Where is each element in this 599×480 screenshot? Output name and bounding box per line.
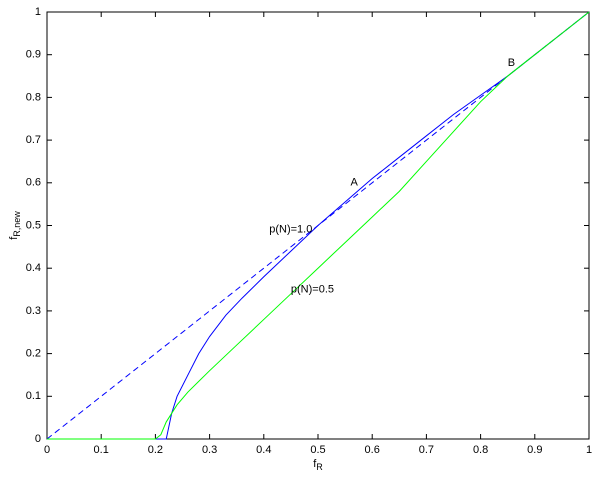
x-tick-label: 0.6: [365, 444, 380, 456]
x-tick-label: 0.4: [256, 444, 271, 456]
series-line: [47, 11, 590, 440]
x-tick-label: 1: [586, 444, 592, 456]
annotation: B: [508, 57, 515, 69]
y-tick-label: 0.6: [26, 177, 41, 189]
annotation: p(N)=1.0: [269, 224, 312, 236]
y-tick-label: 0.3: [26, 305, 41, 317]
y-tick-label: 0.1: [26, 390, 41, 402]
y-tick-label: 0.2: [26, 348, 41, 360]
y-tick-label: 0: [35, 433, 41, 445]
y-tick-label: 0.9: [26, 49, 41, 61]
y-tick-label: 0.5: [26, 219, 41, 231]
annotation: p(N)=0.5: [291, 283, 334, 295]
y-tick-label: 0.4: [26, 262, 41, 274]
y-axis-label-sub: R,new: [12, 211, 22, 237]
y-axis-label-main: f: [8, 236, 20, 240]
x-tick-label: 0.9: [527, 444, 542, 456]
y-tick-label: 0.8: [26, 91, 41, 103]
x-axis-label-sub: R: [316, 462, 323, 472]
series-line: [47, 11, 590, 440]
y-axis-label: fR,new: [8, 211, 22, 240]
x-tick-label: 0.3: [202, 444, 217, 456]
y-tick-label: 1: [35, 6, 41, 18]
y-tick-label: 0.7: [26, 134, 41, 146]
x-tick-label: 0.5: [310, 444, 325, 456]
annotation: A: [351, 177, 359, 189]
x-tick-label: 0: [44, 444, 50, 456]
x-tick-label: 0.2: [148, 444, 163, 456]
x-tick-label: 0.8: [473, 444, 488, 456]
x-tick-label: 0.7: [419, 444, 434, 456]
x-axis-label-main: f: [313, 458, 317, 470]
x-axis-label: fR: [313, 458, 323, 472]
x-tick-label: 0.1: [94, 444, 109, 456]
